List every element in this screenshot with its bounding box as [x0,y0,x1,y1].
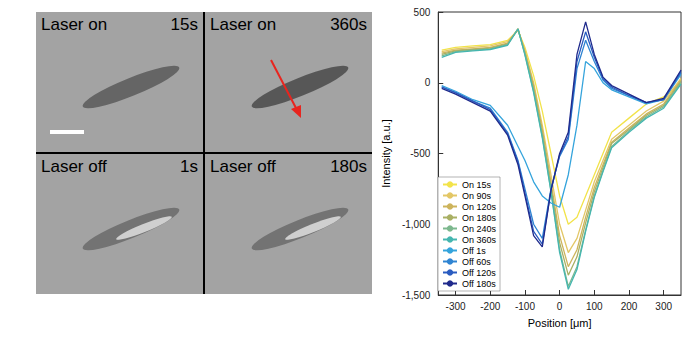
svg-text:On 15s: On 15s [462,180,492,190]
svg-text:On 120s: On 120s [462,202,497,212]
svg-text:Position [μm]: Position [μm] [528,317,592,329]
svg-text:On 180s: On 180s [462,213,497,223]
svg-text:0: 0 [557,301,563,312]
html-text:360s: 360s [330,15,367,34]
svg-text:Off 60s: Off 60s [462,257,491,267]
svg-text:500: 500 [414,7,431,18]
svg-text:-300: -300 [446,301,466,312]
svg-text:Intensity [a.u.]: Intensity [a.u.] [380,119,392,187]
svg-text:-500: -500 [410,148,430,159]
svg-text:Off 120s: Off 120s [462,268,496,278]
svg-text:0: 0 [425,77,431,88]
svg-text:200: 200 [621,301,638,312]
svg-text:Off 180s: Off 180s [462,279,496,289]
svg-text:On 90s: On 90s [462,191,492,201]
svg-text:-1,000: -1,000 [402,219,431,230]
html-text:Laser on: Laser on [210,15,277,34]
svg-text:-1,500: -1,500 [402,290,431,301]
html-text:180s: 180s [330,157,367,176]
svg-text:Off 1s: Off 1s [462,246,486,256]
svg-text:100: 100 [586,301,603,312]
html-text:15s: 15s [170,15,198,34]
svg-text:-200: -200 [480,301,500,312]
svg-text:On 240s: On 240s [462,224,497,234]
svg-text:On 360s: On 360s [462,235,497,245]
html-text:Laser off: Laser off [41,157,107,176]
html-text:1s: 1s [180,157,198,176]
html-text:Laser on: Laser on [41,15,108,34]
svg-text:-100: -100 [515,301,535,312]
svg-text:300: 300 [655,301,672,312]
html-text:Laser off: Laser off [210,157,276,176]
